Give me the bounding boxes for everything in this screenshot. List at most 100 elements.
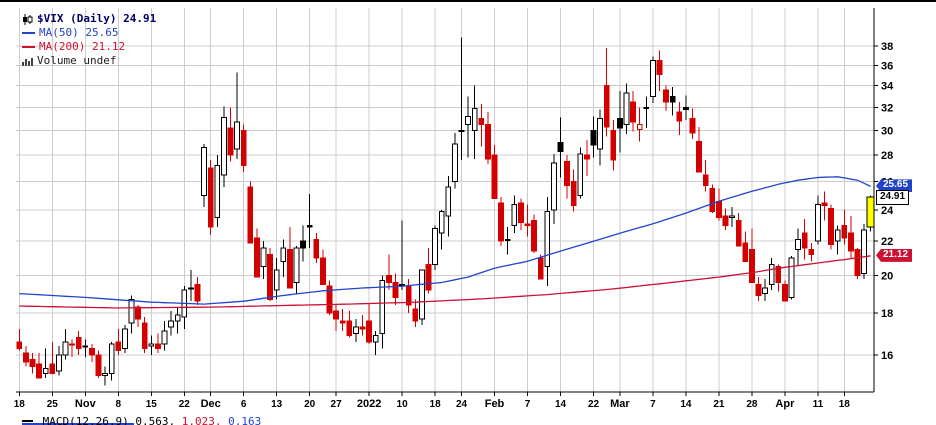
candle-body <box>564 161 571 187</box>
candle-body <box>188 287 194 290</box>
candle-body <box>49 363 56 374</box>
macd-label: MACD(12,26,9) 0.563, <box>42 415 176 425</box>
candle-body <box>458 129 465 133</box>
candle-body <box>821 202 828 207</box>
candle-body <box>174 314 181 322</box>
candle-body <box>95 354 102 377</box>
candle-body <box>313 239 320 259</box>
y-axis-label: 32 <box>881 102 893 114</box>
x-axis-label: 15 <box>146 399 158 410</box>
volume-legend-label: Volume undef <box>37 54 117 67</box>
ma50-line-swatch <box>22 32 35 34</box>
candle-body <box>815 203 821 242</box>
ma50-price-label: 25.65 <box>876 179 913 193</box>
macd-hist-value: 0.163 <box>228 415 262 425</box>
candle-body <box>75 337 82 349</box>
candle-body <box>221 117 227 176</box>
y-axis-label: 24 <box>881 205 894 217</box>
ma200-legend-label: MA(200) 21.12 <box>39 40 126 53</box>
candle-body <box>69 343 75 346</box>
candle-body <box>709 188 716 213</box>
chart-title: $VIX (Daily) 24.91 <box>37 12 157 25</box>
candle-body <box>214 164 221 219</box>
candle-body <box>623 92 630 126</box>
candle-body <box>102 372 108 377</box>
ma50-legend-label: MA(50) 25.65 <box>39 26 119 39</box>
x-axis-label: 24 <box>456 399 468 410</box>
candle-body <box>795 239 802 250</box>
candle-body <box>432 227 439 266</box>
candle-body <box>254 237 260 278</box>
candle-body <box>755 283 762 296</box>
candle-body <box>386 274 392 284</box>
candle-body <box>782 283 788 302</box>
candle-body <box>610 129 617 161</box>
y-axis-label: 20 <box>881 270 893 282</box>
x-axis-label: 13 <box>271 399 283 410</box>
candle-body <box>339 320 346 324</box>
volume-legend-row: Volume undef <box>22 54 156 68</box>
candle-body <box>425 264 432 291</box>
x-axis-label: Feb <box>485 398 505 410</box>
x-axis-label: 22 <box>588 399 600 410</box>
candle-body <box>676 111 683 122</box>
candle-body <box>742 242 749 262</box>
last-candle-highlighted <box>866 196 875 228</box>
candle-body <box>36 363 43 379</box>
x-axis-label: 7 <box>525 399 531 410</box>
candle-body <box>62 341 69 356</box>
x-axis-label: 11 <box>813 399 824 410</box>
candle-body <box>372 334 379 343</box>
candle-body <box>82 345 89 348</box>
y-axis-label: 36 <box>881 60 893 72</box>
candle-body <box>788 257 795 298</box>
ma50-legend-row: MA(50) 25.65 <box>22 26 156 40</box>
candle-body <box>452 143 458 183</box>
candle-body <box>485 124 491 160</box>
candle-body <box>683 106 689 111</box>
candle-body <box>471 108 478 131</box>
candle-body <box>227 127 234 156</box>
candle-body <box>366 320 373 343</box>
x-axis-label: 14 <box>555 399 567 410</box>
candle-body <box>537 257 544 280</box>
candle-body <box>630 101 637 123</box>
candle-body <box>570 181 577 207</box>
candle-body <box>808 248 815 255</box>
candle-body <box>240 129 247 166</box>
y-axis-label: 22 <box>881 236 893 248</box>
candle-body <box>617 118 623 129</box>
candle-body <box>108 343 115 374</box>
candle-body <box>531 220 538 252</box>
candle-body <box>861 229 868 275</box>
candle-body <box>56 354 62 372</box>
candle-body <box>29 358 36 367</box>
candle-body <box>590 129 597 146</box>
candle-body <box>524 223 531 226</box>
candle-body <box>320 257 326 285</box>
x-axis-label: 27 <box>331 399 343 410</box>
y-axis-label: 28 <box>881 150 893 162</box>
candle-body <box>828 208 835 246</box>
y-axis-label: 18 <box>881 308 893 320</box>
candle-body <box>346 320 353 336</box>
candle-body <box>775 265 782 284</box>
candle-body <box>89 347 95 356</box>
candle-body <box>643 106 650 109</box>
candle-body <box>511 203 518 226</box>
candle-body <box>749 248 755 284</box>
candle-body <box>656 59 663 75</box>
candle-body <box>353 326 359 334</box>
y-axis-label: 34 <box>881 81 894 93</box>
candle-body <box>518 202 524 223</box>
candle-body <box>729 215 736 219</box>
candle-body <box>663 89 670 103</box>
candle-body <box>603 85 610 128</box>
x-axis-label: 8 <box>116 399 122 410</box>
x-axis-label: 6 <box>241 399 247 410</box>
x-axis-label: 22 <box>179 399 191 410</box>
x-axis-label: 25 <box>47 399 59 410</box>
candle-body <box>293 247 300 284</box>
candle-body <box>359 326 366 330</box>
